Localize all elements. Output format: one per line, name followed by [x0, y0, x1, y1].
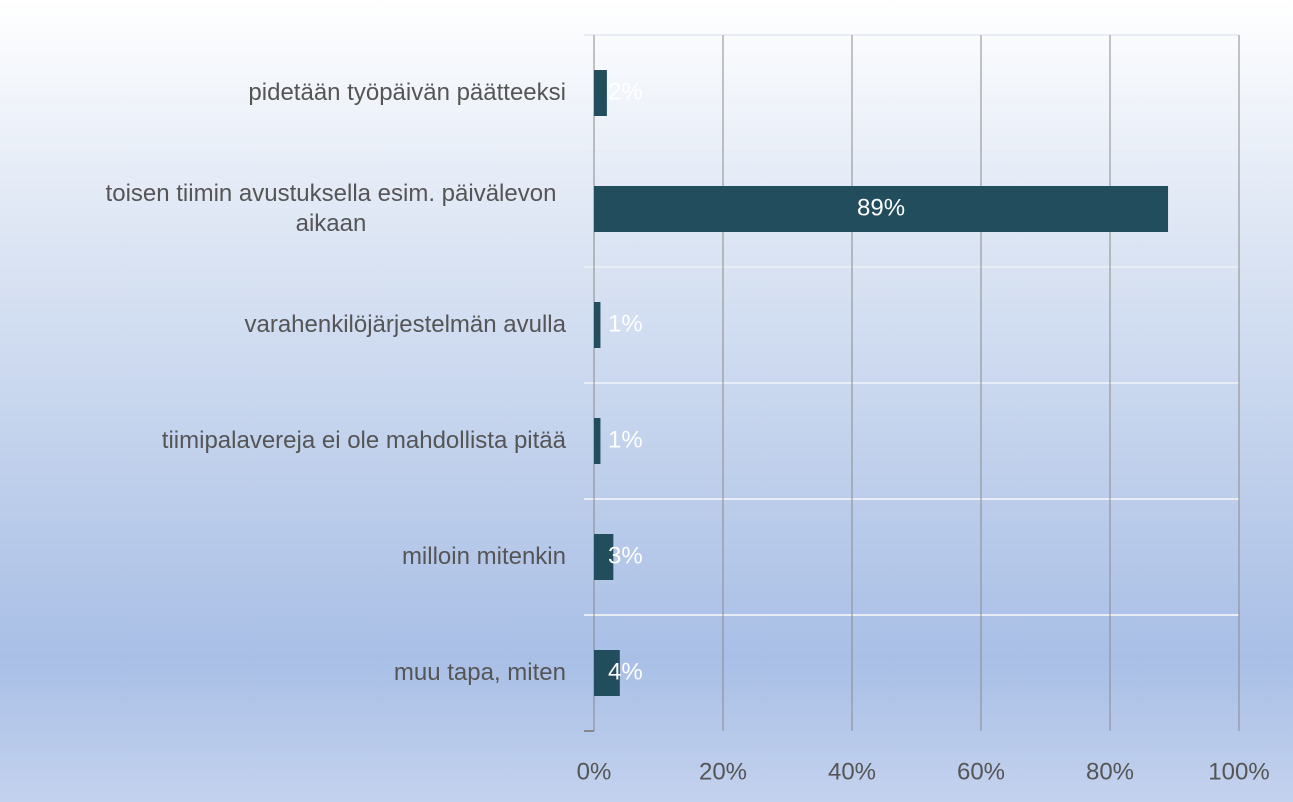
bar [594, 70, 607, 116]
bar [594, 302, 601, 348]
data-label: 1% [608, 426, 643, 453]
y-tick-label: muu tapa, miten [393, 659, 566, 686]
bar [594, 418, 601, 464]
x-tick-label: 60% [957, 758, 1005, 785]
x-tick-label: 20% [699, 758, 747, 785]
bar [594, 534, 614, 580]
x-tick-label: 100% [1208, 758, 1269, 785]
bar [594, 650, 620, 696]
x-tick-label: 0% [577, 758, 612, 785]
y-tick-label: pidetään työpäivän päätteeksi [248, 79, 566, 106]
x-tick-label: 40% [828, 758, 876, 785]
y-tick-label: milloin mitenkin [401, 543, 566, 570]
data-label: 3% [608, 542, 643, 569]
y-tick-label: varahenkilöjärjestelmän avulla [244, 311, 566, 338]
x-tick-label: 80% [1086, 758, 1134, 785]
data-label: 89% [857, 194, 905, 221]
bar [594, 186, 1169, 232]
data-label: 2% [608, 78, 643, 105]
data-label: 4% [608, 658, 643, 685]
data-label: 1% [608, 310, 643, 337]
y-tick-label: tiimipalavereja ei ole mahdollista pitää [161, 427, 566, 454]
y-tick-label: toisen tiimin avustuksella esim. päiväle… [105, 180, 557, 237]
